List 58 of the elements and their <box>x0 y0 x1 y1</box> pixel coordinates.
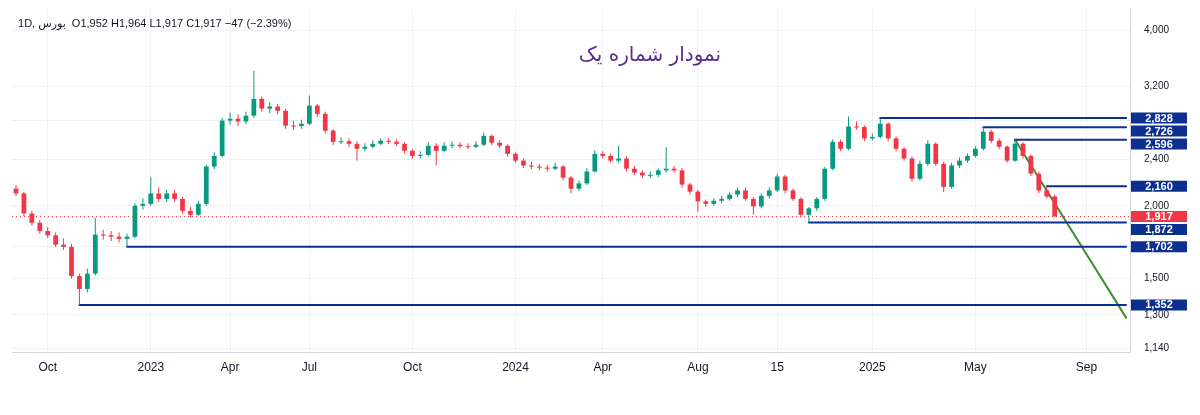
candlestick <box>925 139 931 167</box>
candlestick <box>251 70 257 119</box>
x-tick-label: Apr <box>593 360 613 375</box>
text: 1D, بورس O1,952 H1,964 L1,917 C1,917 −47 (−2.39%) <box>18 17 292 31</box>
candlestick <box>846 116 851 151</box>
candlestick <box>941 161 947 193</box>
candlestick <box>77 273 82 306</box>
candlestick <box>418 150 423 160</box>
series-label: 2,828 <box>1145 111 1173 124</box>
candlestick <box>148 176 154 207</box>
candlestick <box>592 149 598 174</box>
x-tick-label: Sep <box>1075 360 1098 375</box>
y-tick-label: 1,500 <box>1144 272 1170 284</box>
series-label: 1,352 <box>1145 298 1173 311</box>
candlestick <box>854 120 859 131</box>
candlestick <box>679 167 685 188</box>
y-tick-label: 3,200 <box>1144 80 1170 92</box>
x-tick-label: Oct <box>403 360 423 375</box>
candlestick <box>949 162 954 190</box>
x-tick-label: Oct <box>38 360 58 375</box>
x-tick-label: May <box>964 360 987 375</box>
y-tick-label: 2,000 <box>1144 199 1170 211</box>
candlestick <box>473 140 479 149</box>
ref-line-label: 1,917 <box>1145 210 1173 223</box>
candlestick <box>933 141 939 167</box>
candlestick <box>1036 170 1042 194</box>
y-tick-label: 2,400 <box>1144 153 1170 165</box>
y-tick-label: 4,000 <box>1144 23 1170 35</box>
series-label: 2,726 <box>1145 124 1173 137</box>
candlestick <box>877 117 883 139</box>
candlestick <box>576 179 582 192</box>
candlestick <box>774 173 780 193</box>
candlestick <box>980 126 986 151</box>
candlestick <box>362 142 368 152</box>
x-tick-label: 2024 <box>502 360 530 375</box>
candlestick <box>100 229 106 241</box>
candlestick <box>1052 194 1058 217</box>
candlestick <box>433 142 439 166</box>
candlestick <box>346 137 352 148</box>
y-tick-label: 1,140 <box>1144 341 1170 353</box>
series-label: 1,872 <box>1145 223 1173 236</box>
text: نمودار شماره یک <box>578 42 722 67</box>
x-tick-label: Apr <box>220 360 240 375</box>
series-label: 2,160 <box>1145 179 1173 192</box>
x-tick-label: 2025 <box>858 360 886 375</box>
series-label: 2,596 <box>1145 137 1173 150</box>
x-tick-label: Jul <box>301 360 318 375</box>
x-tick-label: Aug <box>687 360 709 375</box>
series-label: 1,702 <box>1145 240 1173 253</box>
x-tick-label: 15 <box>770 360 785 375</box>
candlestick <box>306 95 312 126</box>
candlestick <box>283 108 288 130</box>
candlestick <box>322 111 328 135</box>
candlestick <box>84 268 90 293</box>
x-tick-label: 2023 <box>137 360 165 375</box>
candlestick <box>806 206 812 224</box>
candlestick <box>885 121 891 142</box>
candlestick <box>140 197 146 211</box>
